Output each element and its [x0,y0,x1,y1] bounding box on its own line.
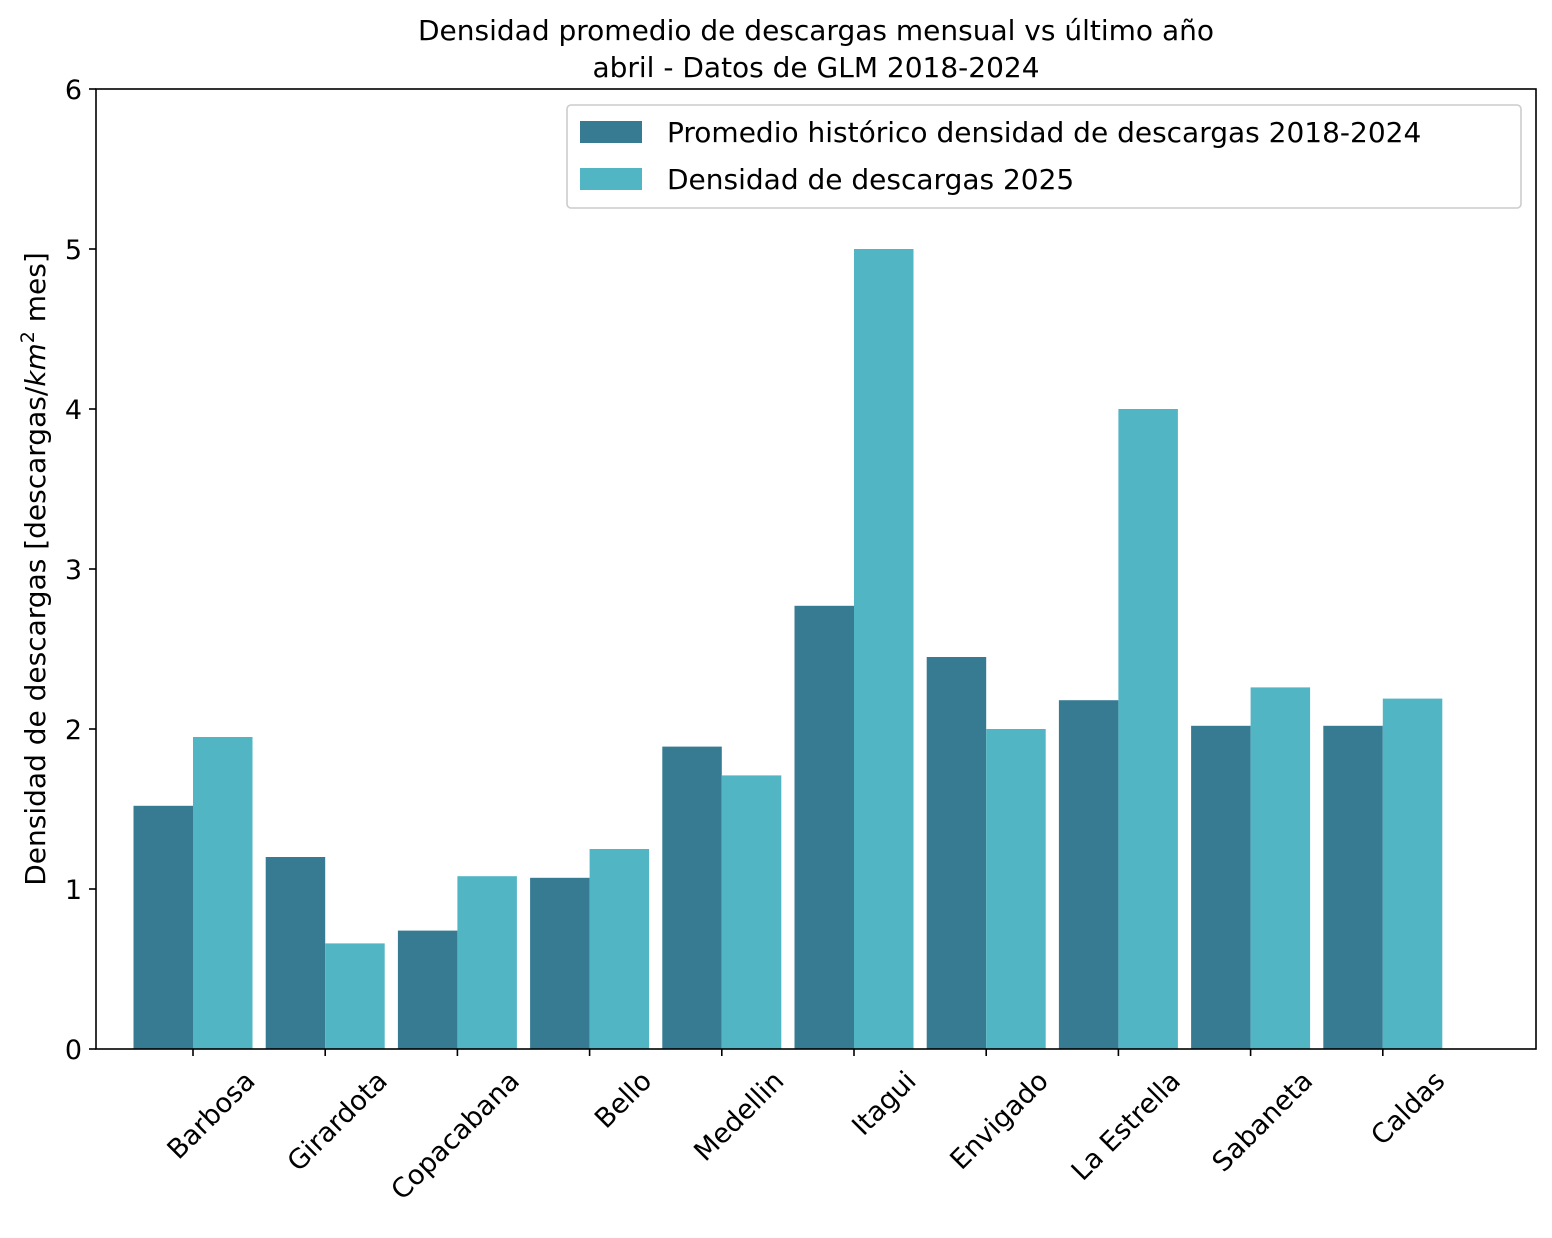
x-tick-label: Caldas [1365,1066,1451,1152]
bar-historico-girardota [265,857,326,1049]
y-axis-label-unit: km [19,343,52,387]
y-tick-label: 2 [65,715,82,746]
x-tick-label: Bello [589,1066,658,1135]
x-tick-label: Envigado [944,1066,1054,1176]
y-axis-label-exponent: 2 [17,331,39,343]
bar-2025-itagui [854,249,914,1049]
x-tick-label: La Estrella [1066,1066,1187,1187]
y-tick-label: 3 [65,555,82,586]
bars-group [133,249,1443,1049]
bar-historico-medellin [662,746,722,1049]
bar-2025-barbosa [193,737,253,1049]
chart-subtitle: abril - Datos de GLM 2018-2024 [592,51,1039,84]
y-axis: 0 1 2 3 4 5 6 [65,75,96,1066]
y-tick-label: 6 [65,75,82,106]
y-tick-label: 4 [65,395,82,426]
legend-frame [566,104,1522,209]
y-tick-label: 5 [65,235,82,266]
bar-2025-envigado [986,729,1046,1049]
bar-historico-copacabana [397,930,458,1049]
bar-historico-envigado [926,657,987,1049]
y-tick-label: 0 [65,1035,82,1066]
bar-historico-la-estrella [1058,700,1119,1049]
x-tick-label: Itagui [846,1066,922,1142]
y-axis-label: Densidad de descargas [descargas/km2 mes… [17,252,52,886]
x-tick-label: Girardota [282,1066,394,1178]
bar-2025-girardota [325,943,385,1049]
y-axis-label-prefix: Densidad de descargas [descargas/ [19,386,52,886]
bar-historico-itagui [794,605,854,1049]
legend-swatch-historico [580,121,642,143]
bar-2025-caldas [1382,698,1443,1049]
bar-2025-sabaneta [1250,687,1311,1049]
legend-label-historico: Promedio histórico densidad de descargas… [667,116,1421,149]
plot-frame [95,88,1537,1050]
y-tick-label: 1 [65,875,82,906]
chart-title: Densidad promedio de descargas mensual v… [418,14,1214,47]
bar-historico-sabaneta [1191,725,1251,1049]
x-tick-label: Medellin [688,1066,790,1168]
x-tick-label: Copacabana [385,1066,526,1207]
bar-historico-caldas [1323,725,1383,1049]
bar-2025-copacabana [457,876,517,1049]
bar-2025-la-estrella [1118,409,1178,1049]
legend-label-2025: Densidad de descargas 2025 [667,163,1074,196]
legend-swatch-2025 [580,168,642,190]
bar-historico-bello [530,877,590,1049]
x-tick-label: Barbosa [162,1066,262,1166]
y-axis-label-suffix: mes] [19,252,52,331]
bar-2025-medellin [721,775,782,1049]
bar-historico-barbosa [133,805,193,1049]
bar-2025-bello [589,849,650,1049]
legend: Promedio histórico densidad de descargas… [566,104,1522,209]
x-tick-label: Sabaneta [1207,1066,1320,1179]
